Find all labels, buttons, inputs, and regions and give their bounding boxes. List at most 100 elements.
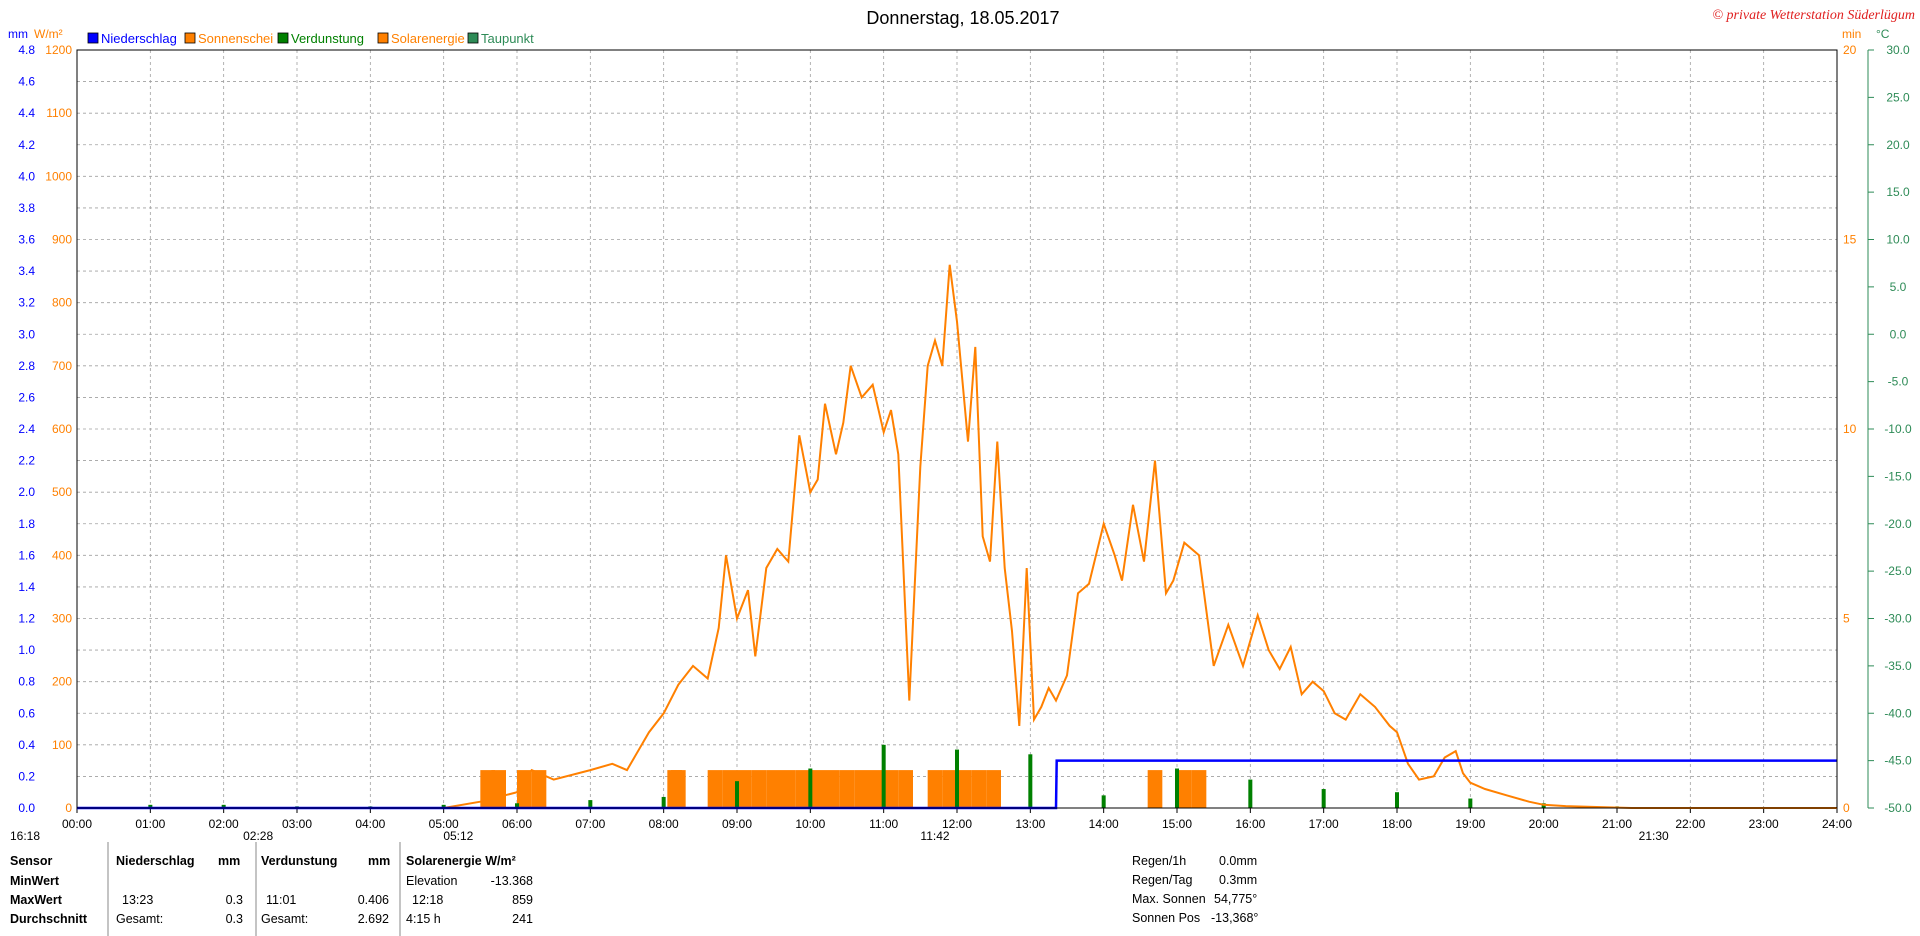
y-tick-label-mm: 1.6 [18,548,35,562]
row-label: Durchschnitt [10,912,88,926]
info-value: -13,368° [1211,911,1258,925]
sunshine-bar [869,770,884,808]
evaporation-bar [661,796,666,808]
x-tick-label: 20:00 [1529,817,1559,831]
sunshine-bar [1147,770,1163,808]
evaporation-bar [148,804,153,808]
sunshine-bar [942,770,957,808]
chart-grid [76,49,1838,808]
x-tick-label: 23:00 [1749,817,1779,831]
time-marker-label: 02:28 [243,829,273,843]
sunshine-bar [927,770,943,808]
x-tick-label: 17:00 [1309,817,1339,831]
info-value: 54,775° [1214,892,1257,906]
solar-energy-line [77,264,1837,809]
y-tick-label-wm2: 1000 [45,169,72,183]
evaporation-bar [808,768,813,808]
y-tick-label-mm: 4.0 [18,169,35,183]
x-tick-label: 21:00 [1602,817,1632,831]
y-tick-label-c: 10.0 [1886,233,1910,247]
cell: 241 [512,912,533,926]
sunshine-bar [839,770,855,808]
chart-title: Donnerstag, 18.05.2017 [866,8,1059,28]
y-tick-label-c: 0.0 [1890,327,1907,341]
info-row: Max. Sonnen 54,775° [1132,892,1257,906]
y-tick-label-c: -45.0 [1884,754,1912,768]
x-tick-label: 14:00 [1089,817,1119,831]
y-tick-label-wm2: 100 [52,738,72,752]
y-tick-label-mm: 3.6 [18,233,35,247]
x-tick-label: 01:00 [135,817,165,831]
x-tick-label: 03:00 [282,817,312,831]
y-tick-label-mm: 0.2 [18,769,35,783]
info-label: Regen/1h [1132,854,1186,868]
y-tick-label-wm2: 900 [52,233,72,247]
evaporation-bars [148,744,1619,808]
x-axis: 00:00 01:00 02:00 03:00 04:00 05:00 06:00 07:00… [62,808,1852,831]
x-tick-label: 13:00 [1015,817,1045,831]
evaporation-bar [221,804,226,808]
y-tick-label-mm: 2.6 [18,390,35,404]
sunshine-bar [957,770,972,808]
legend-label: Verdunstung [291,31,364,46]
y-tick-label-mm: 0.4 [18,738,35,752]
info-value: 0.3mm [1219,873,1257,887]
x-tick-label: 11:00 [869,817,898,831]
y-tick-label-mm: 0.0 [18,801,35,815]
y-axes: 0.0 0.2 0.4 0.6 0.8 1.0 1.2 1.4 1.6 1.8 2.0 2.2 2.4 2… [18,43,1912,815]
sunshine-bar [781,770,796,808]
evaporation-bar [881,744,886,808]
y-tick-label-mm: 2.2 [18,454,35,468]
row-label: MinWert [10,874,60,888]
legend-swatch [277,32,289,44]
info-label: Regen/Tag [1132,873,1193,887]
sunshine-bars [480,770,1207,808]
y-tick-label-wm2: 600 [52,422,72,436]
row-label: MaxWert [10,893,63,907]
y-tick-label-wm2: 400 [52,548,72,562]
sunshine-bar [795,770,811,808]
table-row: MinWert Elevation -13.368 [10,874,533,888]
x-tick-label: 08:00 [649,817,679,831]
table-row: Durchschnitt Gesamt: 0.3 Gesamt: 2.692 4… [10,912,533,926]
sunshine-bar [707,770,723,808]
time-marker-label: 11:42 [920,829,949,843]
legend-swatch [184,32,196,44]
info-row: Regen/1h 0.0mm [1132,854,1257,868]
y-tick-label-c: -25.0 [1884,564,1912,578]
info-value: 0.0mm [1219,854,1257,868]
time-marker-label: 21:30 [1639,829,1669,843]
y-tick-label-mm: 4.8 [18,43,35,57]
y-tick-label-mm: 4.2 [18,138,35,152]
wm2-unit-label: W/m² [34,27,63,41]
sunshine-bar [898,770,913,808]
y-tick-label-mm: 0.8 [18,675,35,689]
x-tick-label: 18:00 [1382,817,1412,831]
y-tick-label-wm2: 300 [52,612,72,626]
cell: -13.368 [491,874,533,888]
y-tick-label-mm: 1.8 [18,517,35,531]
sunshine-bar [825,770,840,808]
table-header-solar: Solarenergie W/m² [406,854,516,868]
sunshine-bar [971,770,987,808]
cell: Gesamt: [116,912,163,926]
x-tick-label: 04:00 [355,817,385,831]
x-tick-label: 10:00 [795,817,825,831]
cell: 0.3 [226,893,243,907]
y-tick-label-mm: 3.4 [18,264,35,278]
y-tick-label-mm: 0.6 [18,706,35,720]
x-tick-label: 22:00 [1675,817,1705,831]
evaporation-bar [735,781,739,808]
x-tick-label: 06:00 [502,817,532,831]
y-tick-label-c: -15.0 [1884,469,1912,483]
y-tick-label-min: 20 [1843,43,1857,57]
evaporation-bar [515,803,519,808]
min-unit-label: min [1842,27,1861,41]
cell: 0.3 [226,912,243,926]
cell: Gesamt: [261,912,308,926]
info-label: Sonnen Pos [1132,911,1200,925]
y-tick-label-c: -5.0 [1888,375,1909,389]
sunshine-bar [671,770,686,808]
y-tick-label-wm2: 800 [52,296,72,310]
plot-frame [76,49,1838,809]
